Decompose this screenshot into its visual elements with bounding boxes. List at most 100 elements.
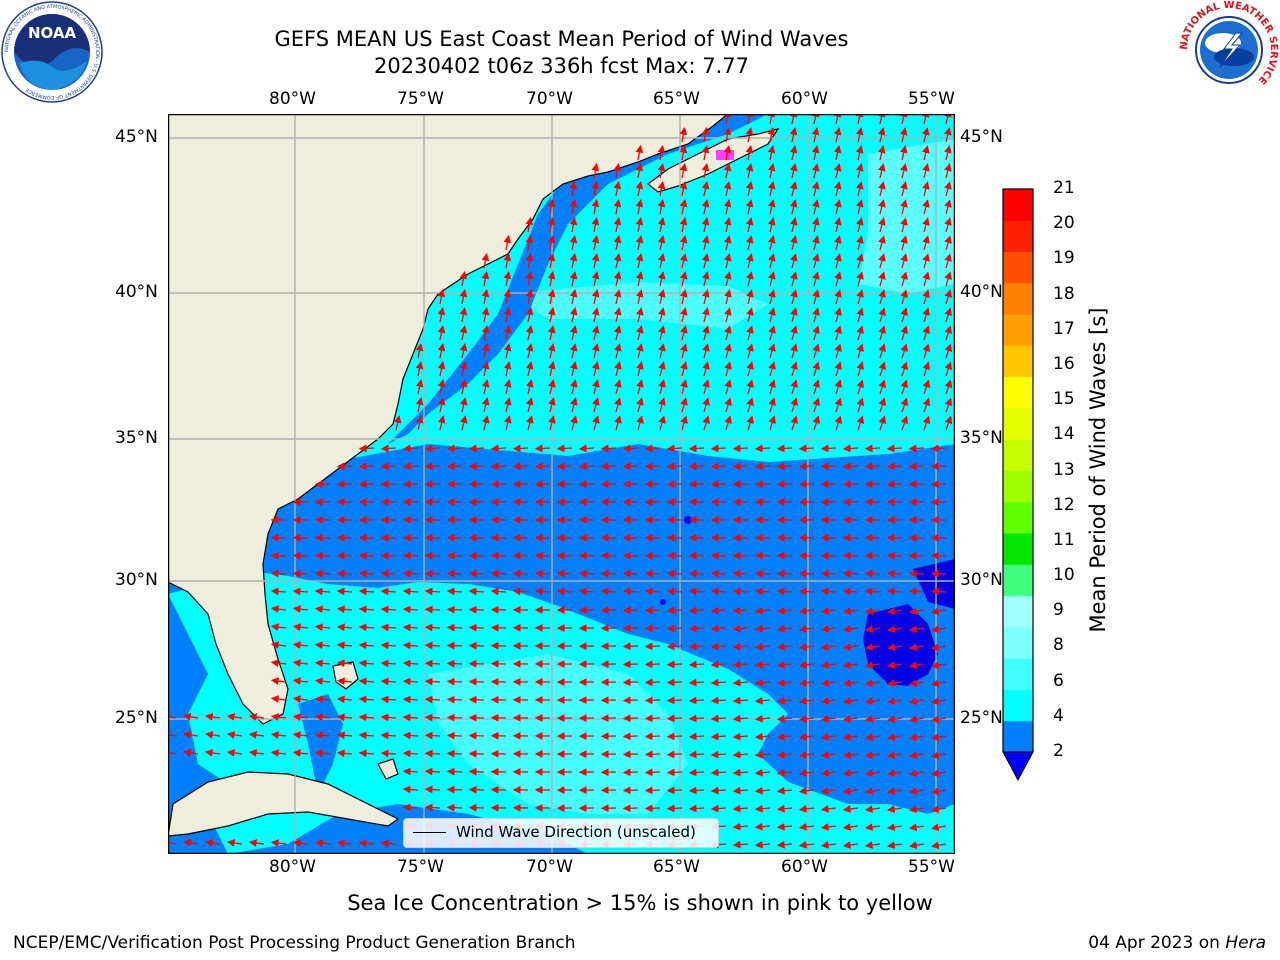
wind-arrow [481,271,490,287]
wind-arrow [754,587,771,596]
wind-arrow [798,822,815,831]
wind-arrow [900,199,908,215]
wind-arrow [270,587,287,596]
wind-arrow [886,733,903,741]
wind-arrow [679,217,688,233]
wind-arrow [820,697,837,705]
wind-arrow [900,307,908,323]
footer-date: 04 Apr 2023 on Hera [1088,933,1266,953]
wind-arrow [702,325,710,341]
wind-arrow [503,234,512,251]
wind-arrow [459,270,468,287]
wind-arrow [834,415,843,431]
wind-arrow [666,587,683,596]
wind-arrow [446,731,463,740]
wind-arrow [886,587,903,596]
wind-arrow [790,379,798,395]
wind-arrow [855,163,864,179]
wind-arrow [864,769,881,777]
wind-arrow [459,343,468,359]
wind-arrow [908,587,925,596]
wind-arrow [569,217,578,233]
wind-arrow [776,660,793,669]
wind-arrow [900,361,909,377]
wind-arrow [820,462,837,471]
wind-arrow [547,325,556,341]
wind-arrow [358,749,375,758]
wind-arrow [820,715,837,723]
wind-arrow [591,343,600,359]
wind-arrow [569,343,578,359]
wind-arrow [556,462,573,471]
wind-arrow [745,181,754,197]
wind-arrow [570,415,578,431]
lat-label-left-30n: 30°N [115,570,158,590]
wind-arrow [380,695,397,704]
wind-arrow [922,289,930,305]
wind-arrow [688,569,705,578]
wind-arrow [248,713,265,721]
legend-label: Wind Wave Direction (unscaled) [456,823,696,841]
wind-arrow [723,181,732,197]
wind-arrow [446,623,463,632]
wind-arrow [820,805,837,813]
wind-arrow [798,444,815,453]
wind-arrow [459,289,468,305]
wind-arrow [878,199,886,215]
wind-arrow [556,444,573,453]
wind-arrow [834,343,842,359]
wind-arrow [424,749,441,758]
wind-arrow [922,361,931,377]
wind-arrow [944,271,952,287]
wind-arrow [534,462,551,471]
wind-arrow [820,823,837,831]
wind-arrow [336,677,353,686]
wind-arrow [468,785,485,794]
wind-arrow [622,569,639,578]
wind-arrow [842,751,859,759]
lon-label-bottom-70w: 70°W [526,857,573,877]
wind-arrow [745,217,754,233]
wind-arrow [569,271,578,287]
wind-arrow [886,715,903,723]
chart-subtitle: 20230402 t06z 336h fcst Max: 7.77 [374,54,749,78]
wind-arrow [776,696,793,705]
wind-arrow [459,307,468,323]
wind-arrow [754,551,771,560]
lat-label-right-35n: 35°N [960,428,1003,448]
wind-arrow [878,397,887,413]
wind-arrow [723,114,732,125]
wind-arrow [270,749,287,757]
wind-arrow [622,696,639,705]
wind-arrow [701,163,710,179]
wind-arrow [820,679,837,687]
wind-arrow [592,415,600,431]
wind-arrow [768,289,776,305]
lon-label-bottom-60w: 60°W [781,857,828,877]
wind-arrow [834,199,842,215]
wind-arrow [754,444,771,453]
colorbar-tick-label: 14 [1053,424,1075,445]
wind-arrow [754,642,771,651]
wind-arrow [547,343,556,359]
wind-arrow [702,397,710,413]
wind-arrow [270,659,287,667]
wind-arrow [547,198,556,215]
wind-arrow [657,144,666,161]
wind-arrow [701,217,710,233]
wind-arrow [842,462,859,471]
wind-arrow [900,271,908,287]
wind-arrow [666,714,683,723]
wind-arrow [644,678,661,687]
wind-arrow [856,289,864,305]
wind-arrow [732,732,749,741]
wind-arrow [746,361,754,377]
wind-arrow [402,551,419,560]
wind-arrow [790,397,798,413]
wind-arrow [547,307,556,323]
wind-arrow [380,605,397,614]
wind-arrow [944,289,952,305]
wind-arrow [930,805,947,814]
wind-arrow [886,823,903,831]
wind-arrow [526,397,534,413]
